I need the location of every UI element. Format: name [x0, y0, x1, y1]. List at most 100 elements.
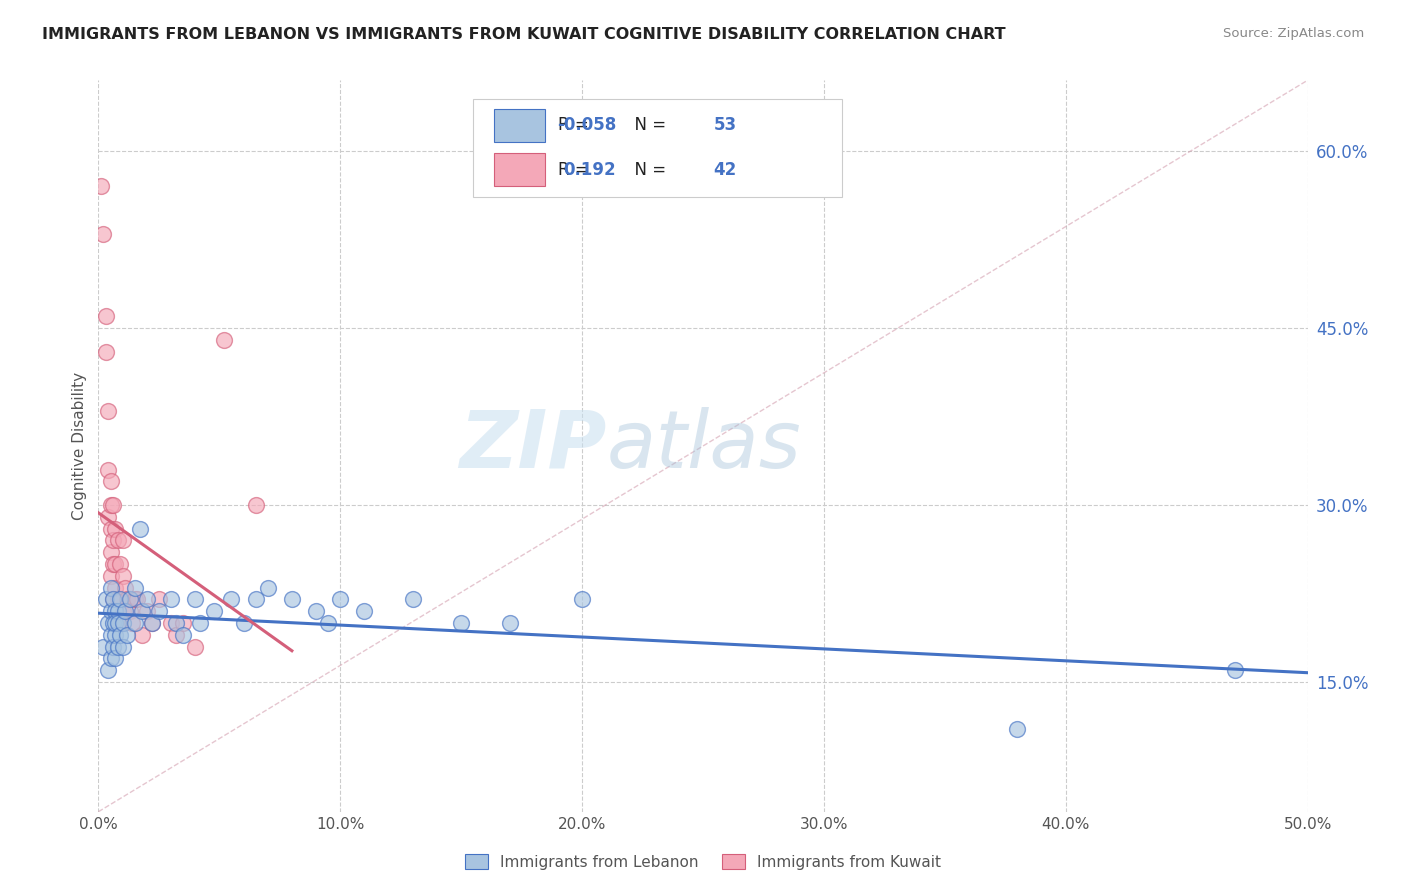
Point	[94, 310, 117, 324]
Point	[108, 557, 131, 571]
Point	[97, 462, 120, 476]
Point	[91, 227, 114, 241]
Point	[172, 615, 194, 630]
Point	[104, 522, 127, 536]
Point	[165, 628, 187, 642]
Point	[107, 604, 129, 618]
Point	[107, 592, 129, 607]
Point	[184, 640, 207, 654]
Point	[245, 592, 267, 607]
Point	[127, 592, 149, 607]
Point	[221, 592, 243, 607]
Point	[135, 604, 157, 618]
Point	[450, 615, 472, 630]
Point	[94, 344, 117, 359]
Point	[118, 604, 141, 618]
Point	[100, 604, 122, 618]
Point	[316, 615, 339, 630]
Point	[114, 581, 136, 595]
Point	[91, 640, 114, 654]
Point	[107, 533, 129, 548]
FancyBboxPatch shape	[474, 99, 842, 197]
Point	[100, 475, 122, 489]
Point	[111, 640, 134, 654]
Point	[245, 498, 267, 512]
Point	[101, 498, 124, 512]
Text: R =: R =	[558, 116, 593, 134]
Point	[101, 615, 124, 630]
Point	[108, 628, 131, 642]
Point	[101, 640, 124, 654]
Point	[111, 604, 134, 618]
Point	[1007, 722, 1029, 736]
Point	[108, 592, 131, 607]
Point	[184, 592, 207, 607]
Point	[117, 592, 139, 607]
Text: -0.058: -0.058	[557, 116, 616, 134]
Point	[571, 592, 593, 607]
Text: N =: N =	[624, 116, 672, 134]
Text: 53: 53	[714, 116, 737, 134]
Point	[1223, 663, 1246, 677]
Legend: Immigrants from Lebanon, Immigrants from Kuwait: Immigrants from Lebanon, Immigrants from…	[457, 846, 949, 877]
Text: 42: 42	[714, 161, 737, 179]
Point	[97, 663, 120, 677]
Point	[111, 615, 134, 630]
Point	[100, 545, 122, 559]
Point	[141, 615, 163, 630]
Point	[204, 604, 226, 618]
Point	[281, 592, 304, 607]
Point	[131, 604, 153, 618]
Text: Source: ZipAtlas.com: Source: ZipAtlas.com	[1223, 27, 1364, 40]
Point	[131, 628, 153, 642]
Point	[353, 604, 375, 618]
Point	[135, 592, 157, 607]
Bar	[494, 109, 544, 142]
Point	[329, 592, 352, 607]
Point	[256, 581, 278, 595]
Point	[108, 615, 131, 630]
Point	[212, 333, 235, 347]
Point	[172, 628, 194, 642]
Point	[90, 179, 112, 194]
Point	[188, 615, 211, 630]
Point	[111, 568, 134, 582]
Text: R =: R =	[558, 161, 593, 179]
Point	[402, 592, 425, 607]
Point	[100, 651, 122, 665]
Point	[100, 628, 122, 642]
Point	[100, 581, 122, 595]
Point	[111, 533, 134, 548]
Point	[160, 615, 183, 630]
Text: atlas: atlas	[606, 407, 801, 485]
Point	[124, 581, 146, 595]
Point	[117, 628, 139, 642]
Point	[498, 615, 520, 630]
Point	[104, 557, 127, 571]
Point	[165, 615, 187, 630]
Point	[100, 522, 122, 536]
Point	[104, 604, 127, 618]
Point	[107, 615, 129, 630]
Point	[118, 592, 141, 607]
Point	[107, 640, 129, 654]
Text: N =: N =	[624, 161, 672, 179]
Point	[97, 403, 120, 417]
Point	[128, 522, 150, 536]
Y-axis label: Cognitive Disability: Cognitive Disability	[72, 372, 87, 520]
Point	[94, 592, 117, 607]
Point	[97, 615, 120, 630]
Point	[104, 581, 127, 595]
Text: IMMIGRANTS FROM LEBANON VS IMMIGRANTS FROM KUWAIT COGNITIVE DISABILITY CORRELATI: IMMIGRANTS FROM LEBANON VS IMMIGRANTS FR…	[42, 27, 1005, 42]
Point	[148, 604, 170, 618]
Point	[104, 651, 127, 665]
Point	[232, 615, 254, 630]
Point	[100, 568, 122, 582]
Text: ZIP: ZIP	[458, 407, 606, 485]
Point	[104, 615, 127, 630]
Point	[101, 557, 124, 571]
Point	[121, 615, 143, 630]
Text: 0.192: 0.192	[564, 161, 616, 179]
Point	[148, 592, 170, 607]
Point	[305, 604, 328, 618]
